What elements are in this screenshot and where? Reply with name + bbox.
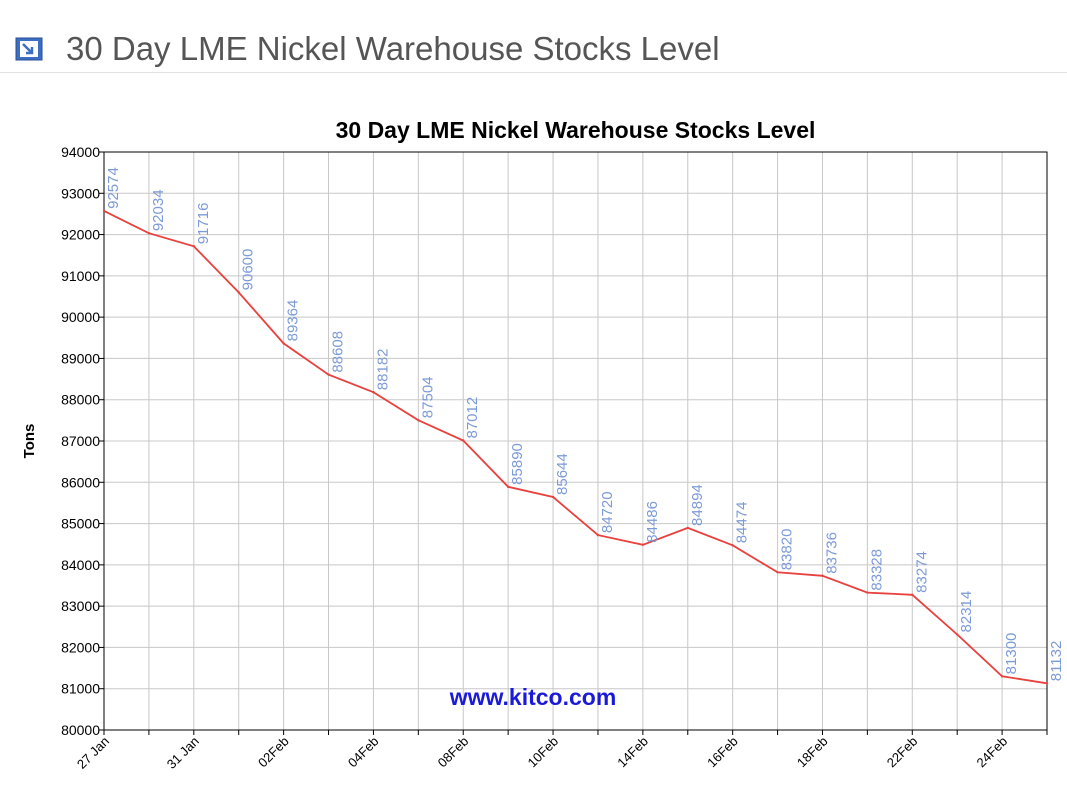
data-label: 92574 — [105, 167, 122, 209]
data-label: 84474 — [734, 502, 751, 544]
data-label: 83820 — [779, 529, 796, 571]
data-point — [372, 391, 375, 394]
data-point — [237, 291, 240, 294]
series-layer — [102, 209, 1049, 685]
data-label: 84720 — [599, 491, 616, 533]
data-point — [686, 526, 689, 530]
y-axis-label: Tons — [21, 424, 38, 459]
data-point — [866, 591, 869, 594]
x-tick-label: 08Feb — [435, 734, 472, 771]
data-label: 85644 — [554, 453, 571, 495]
data-label: 85890 — [509, 443, 526, 485]
data-point — [192, 245, 196, 248]
x-axis: 27 Jan 31 Jan 02Feb 04Feb 08Feb 10Feb 14Feb 16F… — [74, 730, 1048, 772]
y-tick-label: 93000 — [61, 185, 100, 201]
data-label: 81132 — [1048, 641, 1065, 682]
data-point — [1045, 682, 1049, 685]
x-tick-label: 16Feb — [704, 734, 741, 771]
data-label: 83274 — [913, 551, 930, 593]
data-label: 83328 — [868, 549, 885, 591]
data-point — [776, 571, 779, 574]
data-point — [147, 231, 151, 235]
y-tick-label: 90000 — [61, 309, 100, 325]
y-tick-label: 80000 — [61, 722, 100, 738]
data-point — [596, 533, 600, 537]
data-point — [955, 633, 959, 636]
y-tick-label: 87000 — [61, 433, 100, 449]
x-tick-label: 14Feb — [614, 734, 651, 771]
y-tick-label: 84000 — [61, 557, 100, 573]
data-point — [641, 543, 645, 546]
data-point — [282, 342, 285, 345]
series-line — [103, 210, 1048, 685]
y-axis: 80000 81000 82000 83000 84000 85000 86000 87000… — [61, 144, 104, 738]
data-label: 81300 — [1003, 633, 1020, 675]
y-tick-label: 94000 — [61, 144, 100, 160]
y-tick-label: 82000 — [61, 639, 100, 655]
y-tick-label: 81000 — [61, 681, 100, 697]
data-point — [102, 209, 106, 213]
watermark[interactable]: www.kitco.com — [449, 684, 617, 710]
x-tick-label: 31 Jan — [164, 734, 202, 772]
data-point — [462, 439, 465, 442]
page-header: 30 Day LME Nickel Warehouse Stocks Level — [0, 0, 1067, 73]
data-point — [417, 418, 420, 422]
data-point — [731, 544, 734, 547]
data-label: 82314 — [958, 591, 975, 633]
y-tick-label: 89000 — [61, 350, 100, 366]
data-label: 87504 — [419, 376, 436, 418]
data-point — [911, 593, 914, 597]
data-label: 87012 — [464, 397, 481, 439]
x-tick-label: 02Feb — [255, 734, 292, 771]
x-tick-label: 24Feb — [974, 734, 1011, 771]
data-point — [506, 485, 510, 489]
y-tick-label: 85000 — [61, 516, 100, 532]
page-title: 30 Day LME Nickel Warehouse Stocks Level — [66, 30, 720, 67]
chart-title: 30 Day LME Nickel Warehouse Stocks Level — [336, 117, 816, 143]
data-labels: 92574 92034 91716 90600 89364 88608 88182 87504… — [105, 167, 1065, 681]
data-point — [327, 373, 330, 376]
y-tick-label: 83000 — [61, 598, 100, 614]
data-label: 92034 — [150, 189, 167, 231]
line-chart: 80000 81000 82000 83000 84000 85000 86000 87000… — [21, 117, 1065, 772]
x-tick-label: 10Feb — [524, 734, 561, 771]
y-tick-label: 91000 — [61, 268, 100, 284]
data-label: 89364 — [285, 300, 302, 342]
data-label: 83736 — [823, 532, 840, 574]
grid — [103, 151, 1048, 731]
y-tick-label: 86000 — [61, 474, 100, 490]
data-label: 88608 — [330, 331, 347, 373]
data-label: 84486 — [644, 501, 661, 543]
arrow-square-icon[interactable] — [15, 37, 43, 61]
data-point — [551, 495, 555, 499]
x-tick-label: 18Feb — [794, 734, 831, 771]
x-tick-label: 27 Jan — [74, 734, 112, 772]
data-point — [1000, 675, 1004, 678]
data-label: 91716 — [195, 203, 212, 245]
data-label: 84894 — [689, 484, 706, 526]
y-tick-label: 92000 — [61, 227, 100, 243]
data-label: 90600 — [240, 249, 257, 291]
y-tick-label: 88000 — [61, 392, 100, 408]
x-tick-label: 04Feb — [345, 734, 382, 771]
data-point — [821, 574, 824, 577]
data-label: 88182 — [374, 348, 391, 390]
x-tick-label: 22Feb — [884, 734, 921, 771]
